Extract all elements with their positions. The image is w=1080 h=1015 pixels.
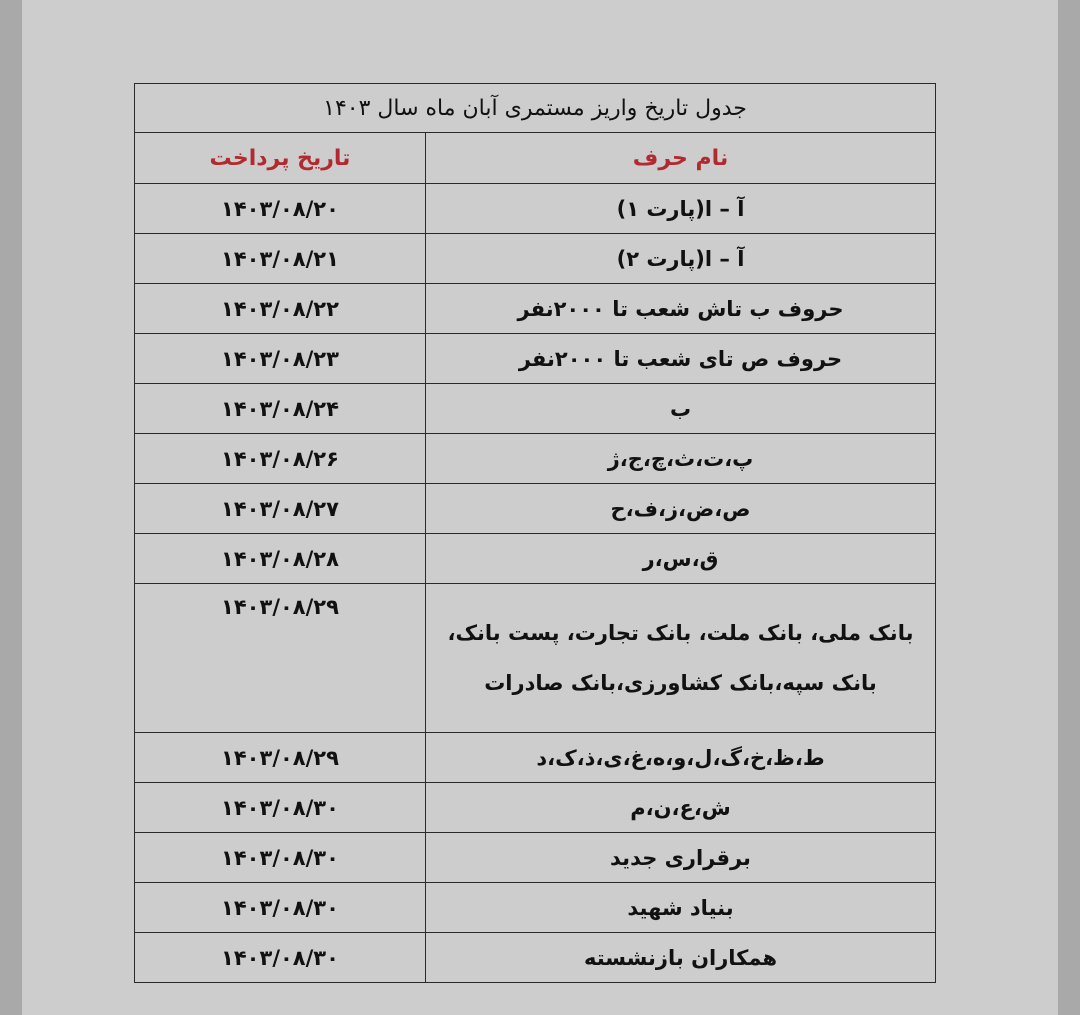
- table-row: ق،س،ر ۱۴۰۳/۰۸/۲۸: [134, 533, 936, 584]
- cell-name: آ – ا(پارت ۱): [425, 183, 936, 234]
- cell-date: ۱۴۰۳/۰۸/۳۰: [134, 882, 426, 933]
- table-title-row: جدول تاریخ واریز مستمری آبان ماه سال ۱۴۰…: [134, 83, 936, 133]
- cell-name: ص،ض،ز،ف،ح: [425, 483, 936, 534]
- cell-name: همکاران بازنشسته: [425, 932, 936, 983]
- cell-date: ۱۴۰۳/۰۸/۲۴: [134, 383, 426, 434]
- table-row: برقراری جدید ۱۴۰۳/۰۸/۳۰: [134, 832, 936, 883]
- cell-name: ش،ع،ن،م: [425, 782, 936, 833]
- cell-name: بنیاد شهید: [425, 882, 936, 933]
- table-row: بنیاد شهید ۱۴۰۳/۰۸/۳۰: [134, 882, 936, 933]
- cell-name: بانک ملی، بانک ملت، بانک تجارت، پست بانک…: [425, 583, 936, 733]
- cell-date: ۱۴۰۳/۰۸/۲۲: [134, 283, 426, 334]
- table-row: ص،ض،ز،ف،ح ۱۴۰۳/۰۸/۲۷: [134, 483, 936, 534]
- cell-date: ۱۴۰۳/۰۸/۲۱: [134, 233, 426, 284]
- cell-name: برقراری جدید: [425, 832, 936, 883]
- page-edge-right: [1058, 0, 1080, 1015]
- table-row: ب ۱۴۰۳/۰۸/۲۴: [134, 383, 936, 434]
- cell-date: ۱۴۰۳/۰۸/۳۰: [134, 932, 426, 983]
- table-row: حروف ب تاش شعب تا ۲۰۰۰نفر ۱۴۰۳/۰۸/۲۲: [134, 283, 936, 334]
- table-row: حروف ص تای شعب تا ۲۰۰۰نفر ۱۴۰۳/۰۸/۲۳: [134, 333, 936, 384]
- payment-schedule-table: جدول تاریخ واریز مستمری آبان ماه سال ۱۴۰…: [134, 83, 936, 983]
- table-row: ط،ظ،خ،گ،ل،و،ه،غ،ی،ذ،ک،د ۱۴۰۳/۰۸/۲۹: [134, 732, 936, 783]
- table-row: پ،ت،ث،چ،ج،ژ ۱۴۰۳/۰۸/۲۶: [134, 433, 936, 484]
- cell-date: ۱۴۰۳/۰۸/۲۹: [134, 732, 426, 783]
- cell-date: ۱۴۰۳/۰۸/۲۰: [134, 183, 426, 234]
- cell-name: ق،س،ر: [425, 533, 936, 584]
- cell-name: پ،ت،ث،چ،ج،ژ: [425, 433, 936, 484]
- cell-date: ۱۴۰۳/۰۸/۳۰: [134, 832, 426, 883]
- cell-date: ۱۴۰۳/۰۸/۲۳: [134, 333, 426, 384]
- table-row: آ – ا(پارت ۱) ۱۴۰۳/۰۸/۲۰: [134, 183, 936, 234]
- page-edge-left: [0, 0, 22, 1015]
- cell-name: حروف ب تاش شعب تا ۲۰۰۰نفر: [425, 283, 936, 334]
- table-row: آ – ا(پارت ۲) ۱۴۰۳/۰۸/۲۱: [134, 233, 936, 284]
- table-title: جدول تاریخ واریز مستمری آبان ماه سال ۱۴۰…: [134, 83, 936, 133]
- cell-name: آ – ا(پارت ۲): [425, 233, 936, 284]
- cell-date: ۱۴۰۳/۰۸/۲۹: [134, 583, 426, 733]
- table-row: بانک ملی، بانک ملت، بانک تجارت، پست بانک…: [134, 583, 936, 733]
- table-header-row: نام حرف تاریخ پرداخت: [134, 132, 936, 184]
- table-row: همکاران بازنشسته ۱۴۰۳/۰۸/۳۰: [134, 932, 936, 983]
- table-row: ش،ع،ن،م ۱۴۰۳/۰۸/۳۰: [134, 782, 936, 833]
- cell-name: ط،ظ،خ،گ،ل،و،ه،غ،ی،ذ،ک،د: [425, 732, 936, 783]
- cell-date: ۱۴۰۳/۰۸/۳۰: [134, 782, 426, 833]
- cell-name: ب: [425, 383, 936, 434]
- cell-date: ۱۴۰۳/۰۸/۲۸: [134, 533, 426, 584]
- header-date: تاریخ پرداخت: [134, 132, 426, 184]
- cell-date: ۱۴۰۳/۰۸/۲۶: [134, 433, 426, 484]
- cell-date: ۱۴۰۳/۰۸/۲۷: [134, 483, 426, 534]
- header-name: نام حرف: [425, 132, 936, 184]
- cell-name: حروف ص تای شعب تا ۲۰۰۰نفر: [425, 333, 936, 384]
